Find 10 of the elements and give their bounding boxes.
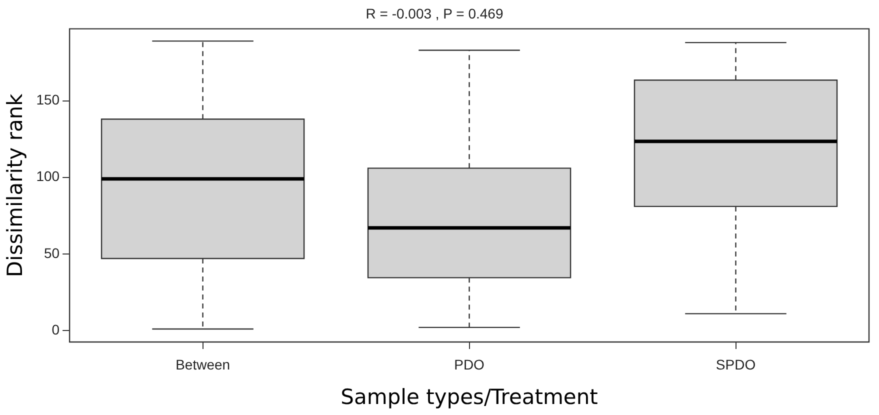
y-tick-label: 150	[36, 92, 60, 108]
x-tick-label: PDO	[454, 356, 485, 372]
y-tick-label: 100	[36, 168, 60, 184]
x-axis-title: Sample types/Treatment	[340, 384, 598, 409]
y-axis-title: Dissimilarity rank	[3, 92, 28, 278]
x-tick-label: Between	[176, 356, 230, 372]
y-tick-label: 50	[44, 244, 60, 261]
y-tick-label: 0	[52, 321, 60, 338]
chart-title: R = -0.003 , P = 0.469	[366, 5, 504, 22]
x-tick-label: SPDO	[716, 356, 756, 372]
